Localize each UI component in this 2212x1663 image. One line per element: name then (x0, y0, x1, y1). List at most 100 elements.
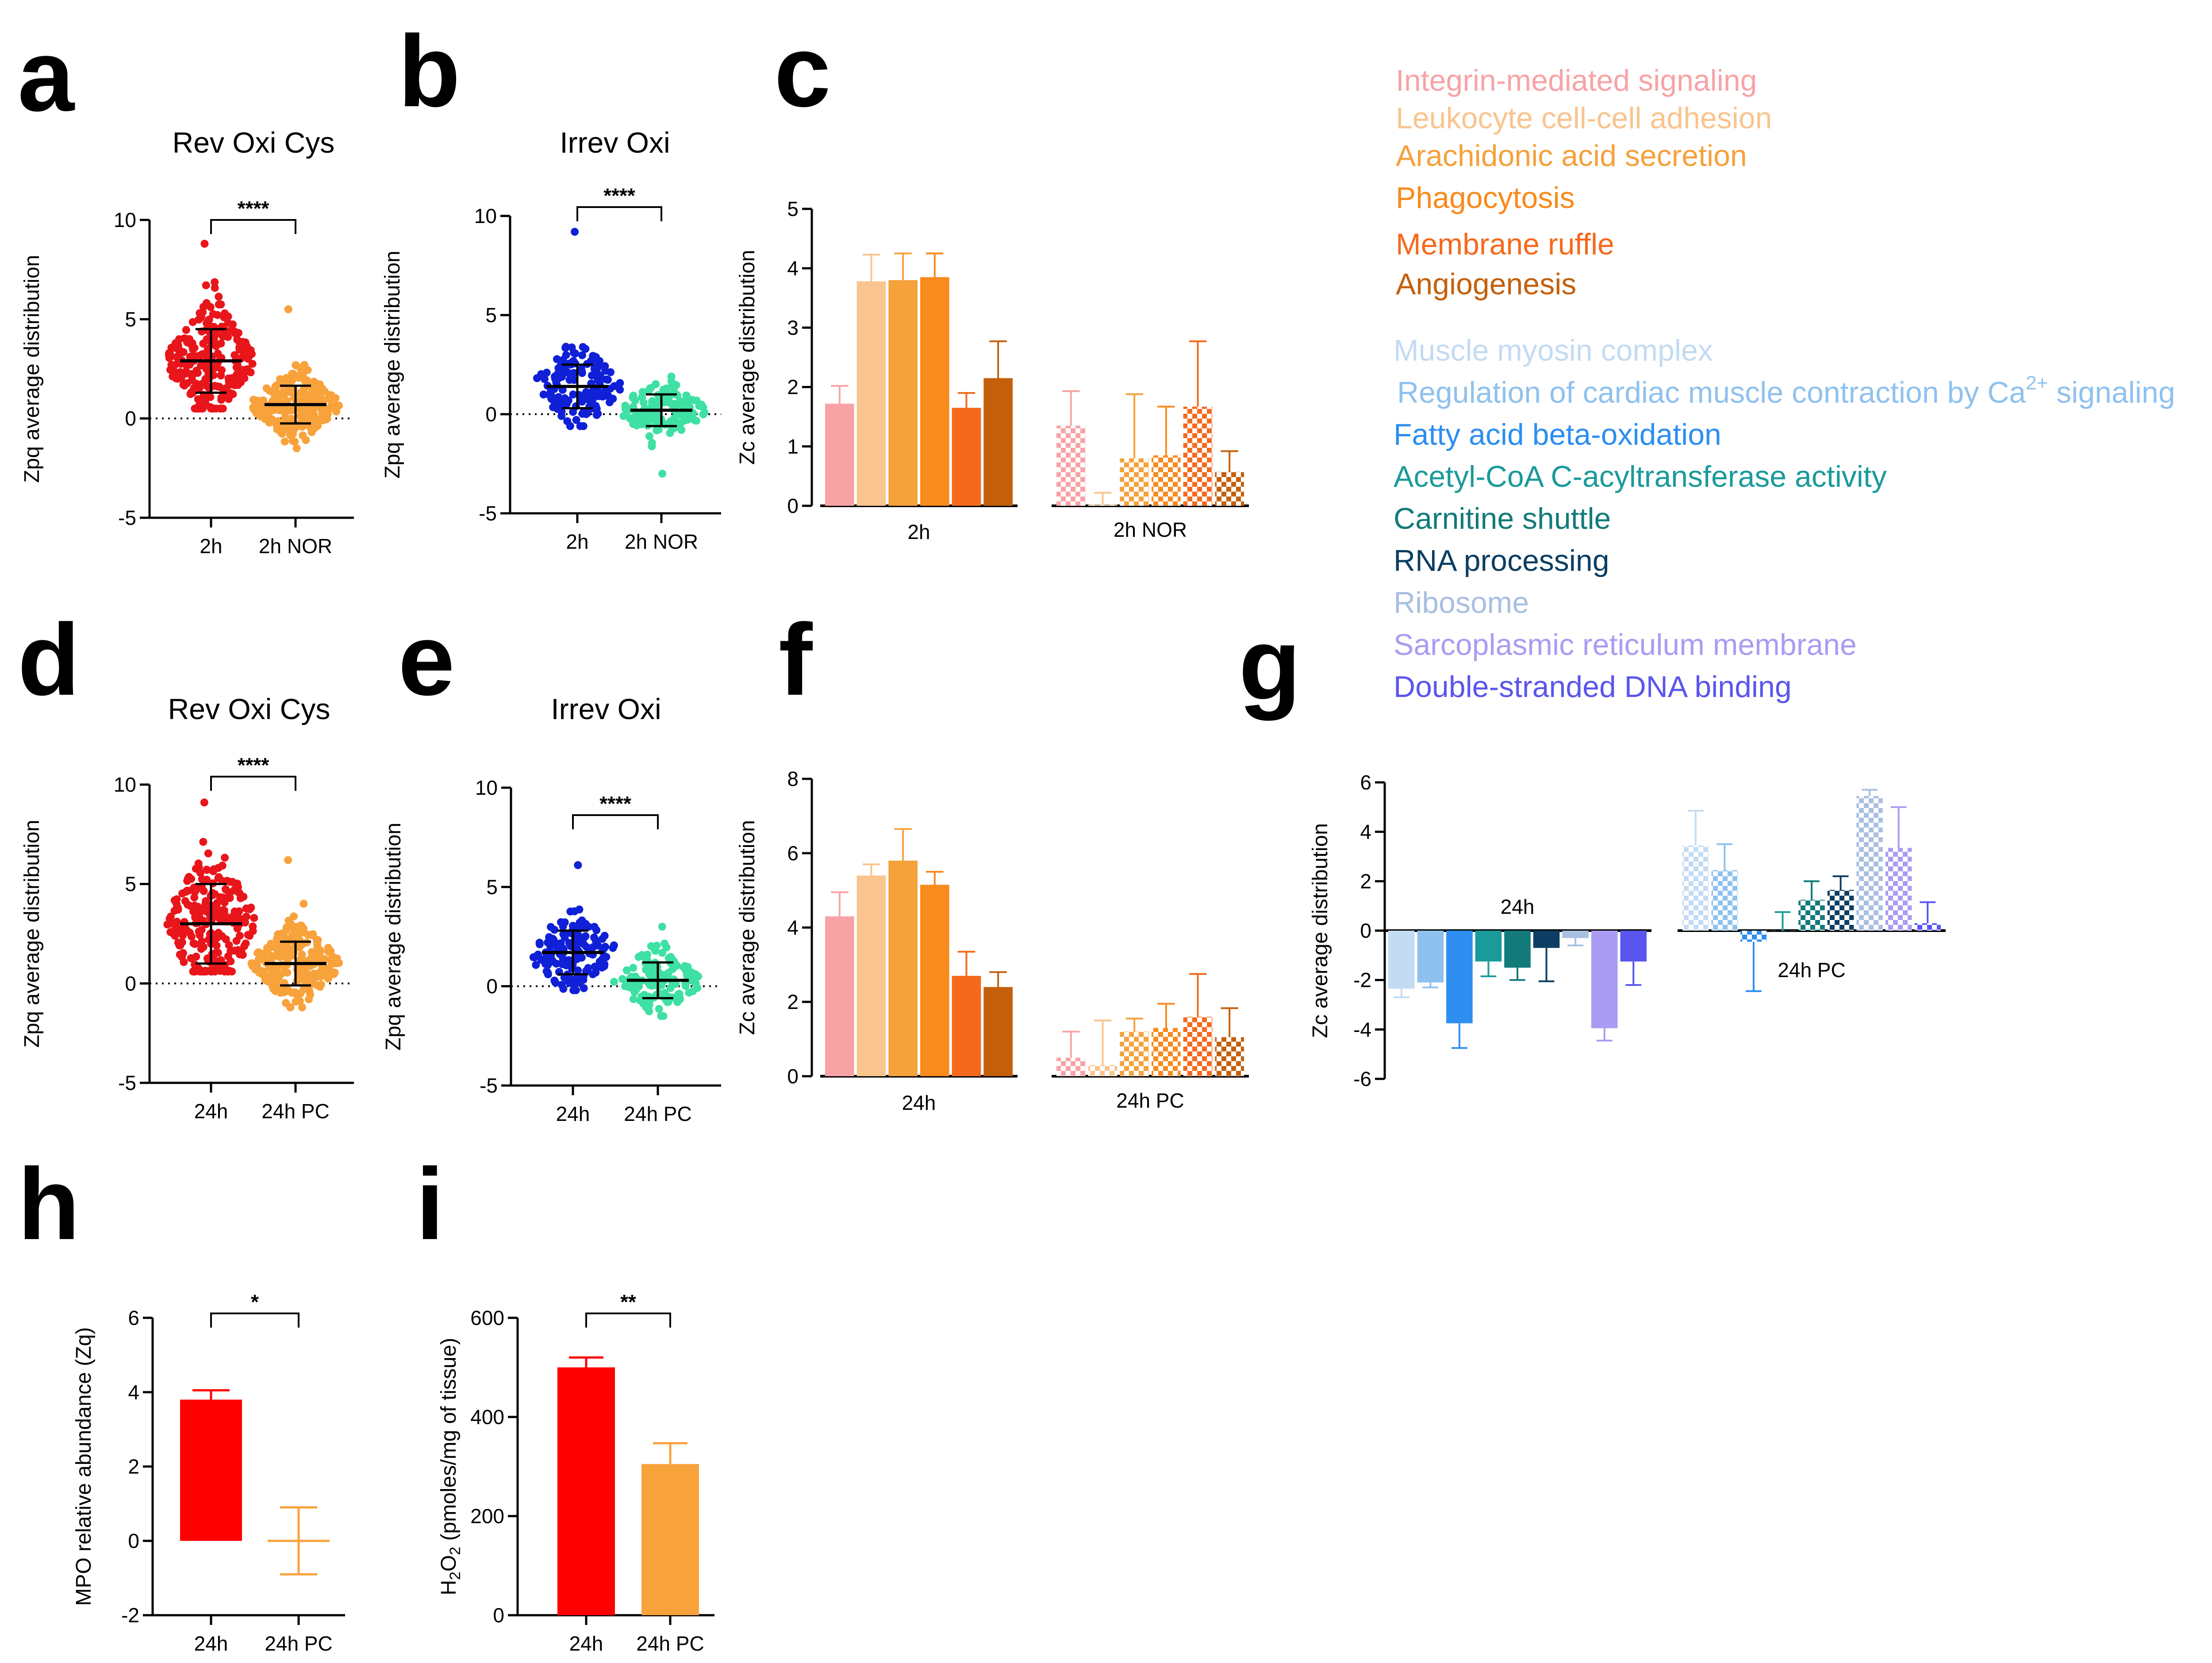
data-point (569, 390, 577, 399)
data-point (193, 369, 202, 377)
data-point (545, 390, 553, 399)
data-point (311, 392, 319, 400)
data-point (235, 343, 243, 352)
data-point (230, 327, 239, 336)
y-tick-label: 6 (787, 842, 799, 865)
y-tick-label: 4 (1360, 820, 1371, 843)
x-category-label: 24h (902, 1091, 936, 1114)
data-point (588, 396, 597, 404)
data-point (212, 330, 220, 338)
panel-label-d: d (18, 603, 80, 716)
significance-label: ** (620, 1290, 636, 1313)
data-point (200, 392, 208, 400)
data-point (563, 417, 572, 425)
panel-c-zc-2h: 0 1 2 3 4 5 Zc average distribution 2h 2h NOR (736, 197, 1249, 543)
data-point (236, 915, 245, 923)
data-point (200, 887, 208, 895)
data-point (629, 964, 637, 972)
data-point (286, 1003, 294, 1012)
bar-24h-pc-1 (1711, 870, 1738, 931)
y-tick-label: -5 (480, 1074, 498, 1097)
data-point (183, 362, 191, 370)
data-point (327, 391, 335, 400)
data-point (187, 388, 196, 397)
x-category-label: 2h (907, 520, 930, 543)
data-point (629, 995, 637, 1003)
data-point (219, 404, 227, 413)
data-point (217, 300, 225, 308)
data-point (318, 395, 326, 403)
data-point (557, 981, 566, 989)
data-point (281, 951, 290, 960)
data-point (189, 908, 198, 916)
data-point (318, 410, 326, 418)
chart-title: Rev Oxi Cys (168, 693, 330, 725)
data-point (289, 430, 297, 438)
data-point (202, 281, 210, 289)
legend-entry-arachidonic: Arachidonic acid secretion (1396, 139, 1747, 173)
data-point (575, 905, 584, 914)
bar-24h-5 (983, 987, 1013, 1076)
legend-entry-cardiac: Regulation of cardiac muscle contraction… (1397, 372, 2175, 409)
y-tick-label: 10 (114, 773, 136, 796)
data-point (645, 970, 653, 978)
data-point (232, 937, 241, 945)
data-point (244, 931, 252, 939)
y-axis-label: MPO relative abundance (Zq) (72, 1327, 96, 1606)
data-point (296, 989, 305, 997)
data-point (327, 402, 335, 411)
bar-24h-7 (1591, 931, 1618, 1028)
data-point (195, 384, 204, 393)
legend-entry-myosin: Muscle myosin complex (1394, 334, 1713, 367)
data-point (236, 894, 245, 902)
data-point (590, 933, 598, 942)
data-point (192, 952, 200, 961)
significance-bracket (210, 1313, 300, 1328)
data-point (275, 952, 284, 960)
data-point (557, 412, 566, 420)
data-point (265, 963, 273, 972)
data-point (645, 1007, 653, 1016)
data-point (674, 990, 683, 998)
bar-24h-pc-4 (1798, 900, 1825, 931)
y-tick-label: 0 (787, 1065, 799, 1088)
data-point (241, 338, 250, 346)
data-point (544, 970, 552, 978)
data-point (591, 402, 600, 410)
legend-entry-fatty-acid: Fatty acid beta-oxidation (1394, 418, 1721, 451)
x-category-label: 24h (1501, 895, 1535, 918)
data-point (261, 412, 269, 421)
data-point (280, 437, 289, 446)
data-point (284, 856, 292, 864)
data-point (292, 444, 301, 452)
data-point (681, 982, 690, 990)
data-point (283, 968, 292, 977)
data-point (318, 384, 326, 393)
data-point (571, 349, 580, 358)
data-point (173, 895, 181, 904)
data-point (594, 373, 602, 381)
y-tick-label: 2 (128, 1455, 139, 1478)
data-point (317, 981, 325, 989)
y-tick-label: -5 (479, 502, 497, 525)
legend-entry-ribosome: Ribosome (1394, 586, 1529, 620)
data-point (280, 390, 288, 399)
data-point (254, 955, 263, 964)
x-category-label: 24h PC (1778, 959, 1845, 982)
bar-24h-0 (1388, 931, 1415, 989)
data-point (212, 941, 221, 950)
data-point (305, 987, 314, 996)
y-tick-label: 5 (125, 308, 136, 331)
significance-label: **** (603, 184, 635, 207)
data-point (249, 396, 257, 404)
data-point (276, 377, 285, 385)
data-point (658, 470, 667, 478)
data-point (648, 439, 656, 447)
data-point (282, 926, 290, 935)
data-point (247, 903, 255, 912)
data-point (577, 365, 585, 373)
data-point (218, 862, 227, 870)
data-point (570, 369, 578, 377)
data-point (216, 913, 225, 921)
y-tick-label: 4 (128, 1381, 139, 1404)
